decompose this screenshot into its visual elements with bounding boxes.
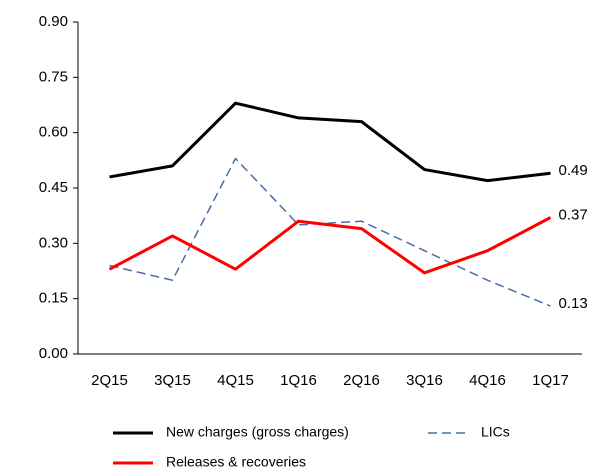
y-tick-label: 0.00 xyxy=(39,345,68,362)
end-label: 0.49 xyxy=(559,162,588,179)
x-tick-label: 3Q16 xyxy=(406,372,443,389)
x-tick-label: 2Q15 xyxy=(91,372,128,389)
legend-label: LICs xyxy=(481,424,510,440)
x-tick-label: 1Q16 xyxy=(280,372,317,389)
end-label: 0.37 xyxy=(559,206,588,223)
series-line xyxy=(109,157,551,307)
y-tick-label: 0.75 xyxy=(39,68,68,85)
y-tick-label: 0.60 xyxy=(39,124,68,141)
x-tick-label: 4Q15 xyxy=(217,372,254,389)
y-tick-label: 0.30 xyxy=(39,234,68,251)
y-tick-label: 0.45 xyxy=(39,179,68,196)
legend-label: New charges (gross charges) xyxy=(166,424,349,440)
x-tick-label: 3Q15 xyxy=(154,372,191,389)
x-tick-label: 2Q16 xyxy=(343,372,380,389)
legend-label: Releases & recoveries xyxy=(166,454,306,470)
x-tick-label: 1Q17 xyxy=(532,372,569,389)
y-tick-label: 0.15 xyxy=(39,290,68,307)
series-line xyxy=(108,216,552,275)
end-label: 0.13 xyxy=(559,295,588,312)
x-tick-label: 4Q16 xyxy=(469,372,506,389)
series-line xyxy=(109,101,551,183)
y-tick-label: 0.90 xyxy=(39,13,68,30)
